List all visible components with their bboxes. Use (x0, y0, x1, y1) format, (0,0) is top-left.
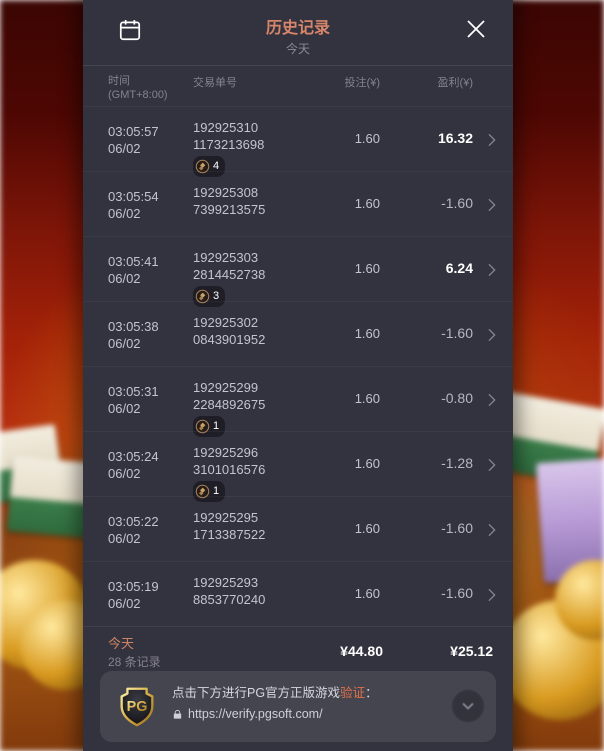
svg-text:PG: PG (127, 699, 148, 715)
